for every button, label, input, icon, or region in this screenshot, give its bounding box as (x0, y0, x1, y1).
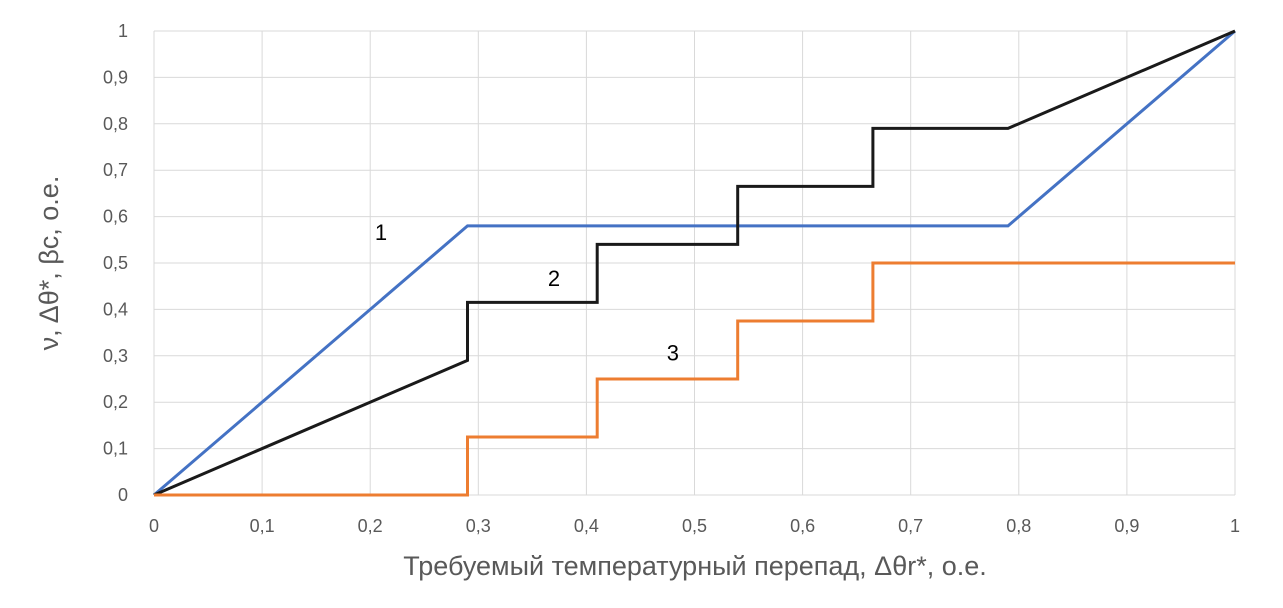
series-labels: 1 2 3 (375, 220, 679, 366)
y-tick-label: 0,3 (103, 346, 128, 366)
series-line-2 (153, 29, 1236, 497)
x-tick-label: 0,5 (682, 516, 707, 536)
y-tick-label: 0 (118, 485, 128, 505)
x-tick-label: 0,1 (250, 516, 275, 536)
y-tick-label: 0,8 (103, 114, 128, 134)
y-tick-label: 1 (118, 21, 128, 41)
x-tick-label: 0,8 (1006, 516, 1031, 536)
x-tick-label: 0,2 (358, 516, 383, 536)
series-label-1: 1 (375, 220, 387, 245)
series-group (153, 29, 1236, 497)
y-tick-label: 0,4 (103, 299, 128, 319)
y-tick-label: 0,2 (103, 392, 128, 412)
x-tick-label: 0,9 (1114, 516, 1139, 536)
tick-labels: 0 0,1 0,2 0,3 0,4 0,5 0,6 0,7 0,8 0,9 1 0 0,1 0,2 0,3 0… (103, 21, 1240, 536)
y-tick-label: 0,1 (103, 439, 128, 459)
y-tick-label: 0,5 (103, 253, 128, 273)
x-tick-label: 0,3 (466, 516, 491, 536)
y-tick-label: 0,6 (103, 207, 128, 227)
y-axis-title: ν, Δθ*, βc, о.е. (34, 176, 64, 351)
x-tick-label: 0,7 (898, 516, 923, 536)
series-label-2: 2 (548, 266, 560, 291)
series-line-3 (154, 261, 1235, 497)
x-tick-label: 0,6 (790, 516, 815, 536)
y-tick-label: 0,9 (103, 67, 128, 87)
x-axis-title: Требуемый температурный перепад, Δθr*, о… (403, 551, 987, 581)
series-label-3: 3 (667, 340, 679, 365)
y-tick-label: 0,7 (103, 160, 128, 180)
x-tick-label: 0 (149, 516, 159, 536)
x-tick-label: 1 (1230, 516, 1240, 536)
x-tick-label: 0,4 (574, 516, 599, 536)
